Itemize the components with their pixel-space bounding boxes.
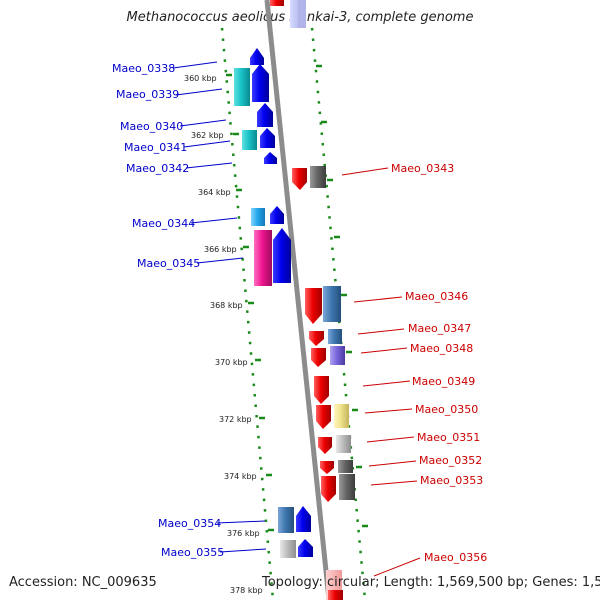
- tick-label-376: 376 kbp: [227, 529, 260, 538]
- gene-homolog-maeo-0354: [278, 507, 294, 533]
- tick-label-378: 378 kbp: [230, 586, 263, 595]
- gene-arrow-maeo-0354[interactable]: [296, 506, 311, 532]
- gene-label-maeo-0349[interactable]: Maeo_0349: [412, 375, 475, 388]
- accession-text: Accession: NC_009635: [9, 575, 157, 590]
- gene-label-maeo-0339[interactable]: Maeo_0339: [116, 88, 179, 101]
- gene-label-maeo-0344[interactable]: Maeo_0344: [132, 217, 195, 230]
- tick-label-366: 366 kbp: [204, 245, 237, 254]
- gene-homolog-maeo-0344: [251, 208, 265, 226]
- track-tick-marks: [226, 64, 368, 532]
- gene-homolog-maeo-0351: [336, 435, 351, 453]
- tick-label-364: 364 kbp: [198, 188, 231, 197]
- gene-label-maeo-0345[interactable]: Maeo_0345: [137, 257, 200, 270]
- genome-summary-text: Topology: circular; Length: 1,569,500 bp…: [262, 575, 600, 590]
- gene-arrow-maeo-0352[interactable]: [320, 461, 334, 474]
- gene-label-maeo-0350[interactable]: Maeo_0350: [415, 403, 478, 416]
- gene-arrow-maeo-0351[interactable]: [318, 437, 332, 454]
- gene-homolog-maeo-0341: [242, 130, 257, 150]
- gene-label-maeo-0355[interactable]: Maeo_0355: [161, 546, 224, 559]
- gene-label-maeo-0347[interactable]: Maeo_0347: [408, 322, 471, 335]
- gene-arrow-maeo-0353[interactable]: [321, 476, 336, 502]
- gene-arrow-maeo-0344[interactable]: [270, 206, 284, 224]
- gene-arrow-maeo-0346[interactable]: [305, 288, 322, 324]
- tick-label-370: 370 kbp: [215, 358, 248, 367]
- gene-label-maeo-0338[interactable]: Maeo_0338: [112, 62, 175, 75]
- right-dotted-track: [310, 27, 367, 600]
- left-dotted-track: [220, 27, 275, 600]
- tick-label-374: 374 kbp: [224, 472, 257, 481]
- gene-homolog-maeo-0350: [334, 404, 349, 428]
- right-leader-lines: [341, 167, 421, 577]
- tick-label-360: 360 kbp: [184, 74, 217, 83]
- left-leader-lines: [172, 61, 267, 553]
- gene-arrow-maeo-0345[interactable]: [273, 228, 291, 283]
- genome-backbone: [264, 0, 332, 600]
- gene-homolog-maeo-0347: [328, 329, 342, 344]
- gene-homolog-maeo-0346: [323, 286, 341, 322]
- gene-homolog-maeo-0343: [310, 166, 326, 188]
- gene-arrow-maeo-0341[interactable]: [260, 128, 275, 148]
- gene-homolog-maeo-0353: [339, 474, 355, 500]
- gene-arrow-maeo-0348[interactable]: [311, 348, 326, 367]
- gene-homolog-maeo-0352: [338, 460, 353, 473]
- tick-label-362: 362 kbp: [191, 131, 224, 140]
- tick-label-368: 368 kbp: [210, 301, 243, 310]
- gene-arrow-maeo-0347[interactable]: [309, 331, 324, 346]
- gene-label-maeo-0348[interactable]: Maeo_0348: [410, 342, 473, 355]
- gene-arrow-maeo-0340[interactable]: [257, 103, 273, 127]
- gene-feature-partial-top: [298, 0, 306, 28]
- gene-label-maeo-0354[interactable]: Maeo_0354: [158, 517, 221, 530]
- gene-arrow-maeo-0350[interactable]: [316, 405, 331, 429]
- gene-arrow-maeo-0349[interactable]: [314, 376, 329, 404]
- gene-label-maeo-0356[interactable]: Maeo_0356: [424, 551, 487, 564]
- gene-label-maeo-0346[interactable]: Maeo_0346: [405, 290, 468, 303]
- gene-label-maeo-0341[interactable]: Maeo_0341: [124, 141, 187, 154]
- gene-label-maeo-0343[interactable]: Maeo_0343: [391, 162, 454, 175]
- gene-arrow-maeo-0355[interactable]: [298, 539, 313, 557]
- gene-homolog-maeo-0355: [280, 540, 296, 558]
- gene-label-maeo-0340[interactable]: Maeo_0340: [120, 120, 183, 133]
- gene-label-maeo-0351[interactable]: Maeo_0351: [417, 431, 480, 444]
- tick-label-372: 372 kbp: [219, 415, 252, 424]
- gene-arrow-maeo-0338[interactable]: [250, 48, 264, 65]
- gene-arrow-maeo-0356[interactable]: [328, 590, 343, 600]
- gene-arrow-maeo-0339[interactable]: [252, 64, 269, 102]
- gene-homolog-maeo-0345: [254, 230, 272, 286]
- gene-homolog-maeo-0338: [234, 68, 250, 106]
- gene-feature-partial-top: [270, 0, 284, 6]
- gene-label-maeo-0342[interactable]: Maeo_0342: [126, 162, 189, 175]
- gene-homolog-maeo-0348: [330, 346, 345, 365]
- gene-arrow-maeo-0343[interactable]: [292, 168, 307, 190]
- gene-label-maeo-0353[interactable]: Maeo_0353: [420, 474, 483, 487]
- gene-arrow-maeo-0342[interactable]: [264, 152, 277, 164]
- gene-label-maeo-0352[interactable]: Maeo_0352: [419, 454, 482, 467]
